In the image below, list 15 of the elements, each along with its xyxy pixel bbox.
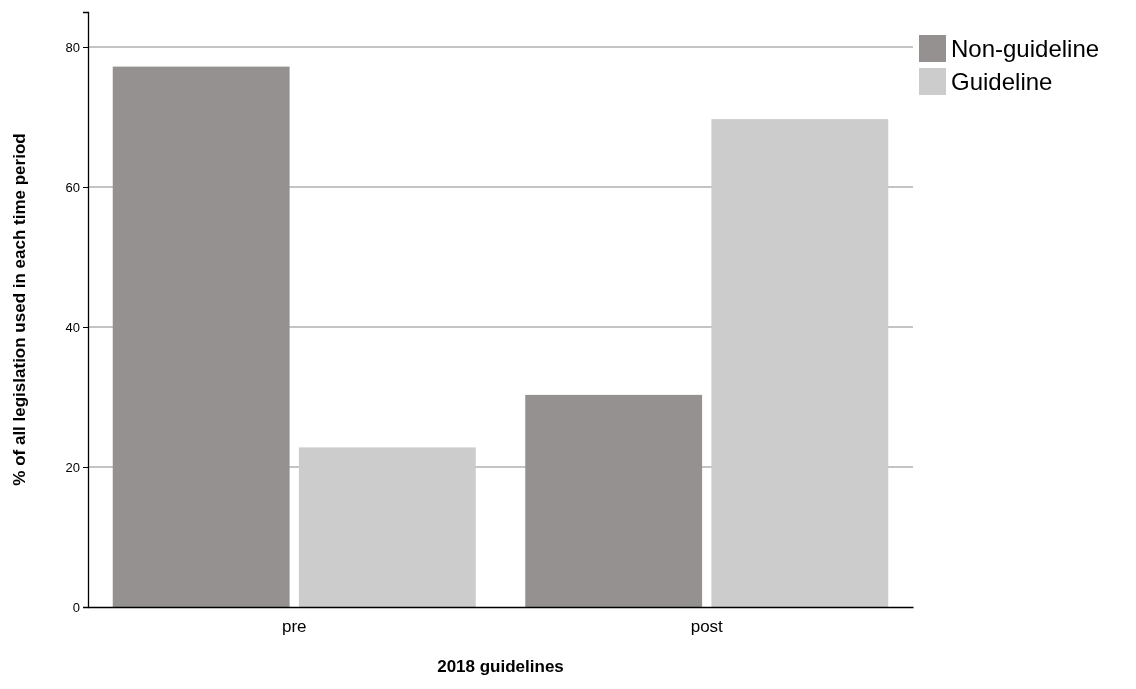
x-axis-title: 2018 guidelines bbox=[437, 657, 564, 676]
legend-label: Guideline bbox=[951, 68, 1053, 95]
x-tick-label: post bbox=[690, 617, 724, 637]
y-axis-title: % of all legislation used in each time period bbox=[10, 133, 29, 486]
y-tick-label: 60 bbox=[65, 179, 80, 195]
legend-label: Non-guideline bbox=[951, 35, 1100, 62]
bar bbox=[525, 394, 703, 607]
bar bbox=[298, 447, 476, 607]
x-tick-label: pre bbox=[281, 617, 307, 637]
y-tick-label: 80 bbox=[65, 39, 80, 55]
y-tick-label: 20 bbox=[65, 459, 80, 475]
y-tick-label: 0 bbox=[72, 599, 80, 615]
bar bbox=[711, 119, 889, 607]
y-tick-label: 40 bbox=[65, 319, 80, 335]
bar bbox=[112, 66, 290, 607]
